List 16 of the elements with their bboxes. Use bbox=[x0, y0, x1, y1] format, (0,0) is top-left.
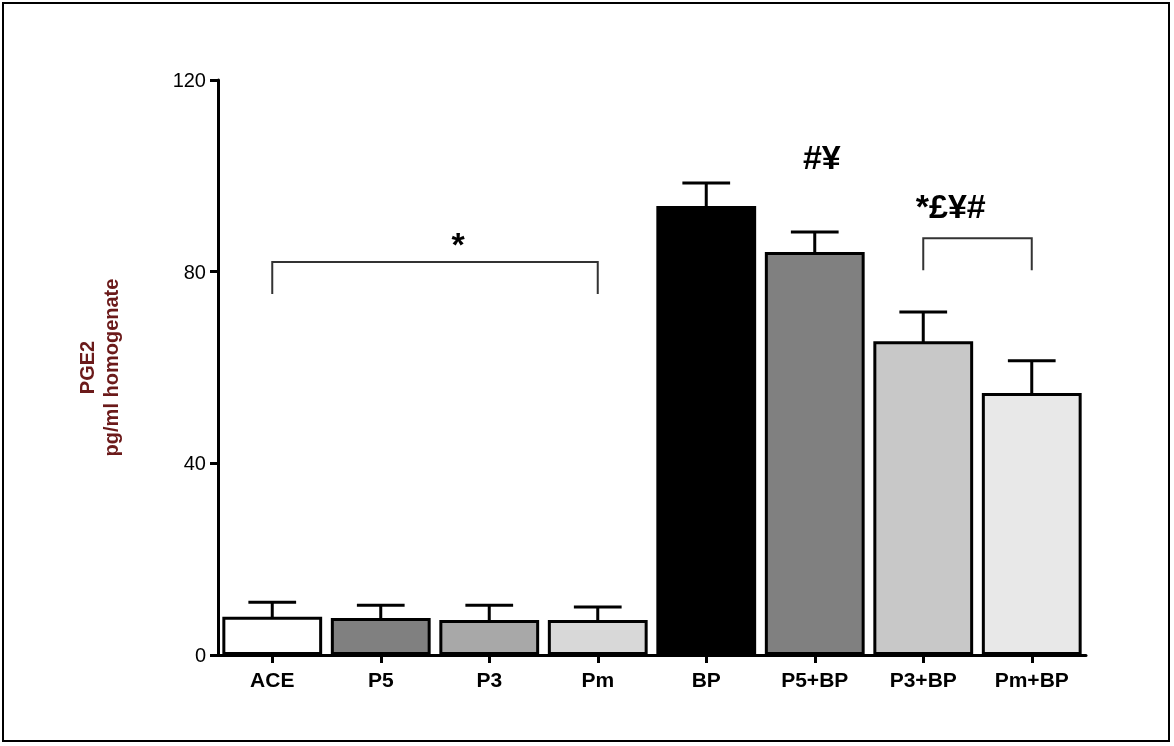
annotation: #¥ bbox=[802, 138, 841, 177]
x-tick-label: BP bbox=[691, 668, 721, 691]
x-tick-label: Pm+BP bbox=[994, 668, 1069, 691]
x-tick-label: P3 bbox=[476, 668, 503, 691]
x-tick-label: P5+BP bbox=[781, 668, 849, 691]
y-tick-label: 0 bbox=[194, 644, 206, 666]
annotation: * bbox=[451, 224, 466, 263]
y-tick-label: 80 bbox=[183, 260, 206, 283]
y-tick-label: 40 bbox=[183, 452, 206, 475]
x-tick-label: P3+BP bbox=[889, 668, 957, 691]
x-tick-label: ACE bbox=[250, 668, 295, 691]
x-tick-label: Pm bbox=[581, 668, 615, 691]
x-tick-label: P5 bbox=[367, 668, 394, 691]
annotation: *£¥# bbox=[915, 187, 986, 226]
y-tick-label: 120 bbox=[172, 69, 206, 91]
y-axis-title: PGE2 pg/ml homogenate bbox=[76, 278, 122, 457]
